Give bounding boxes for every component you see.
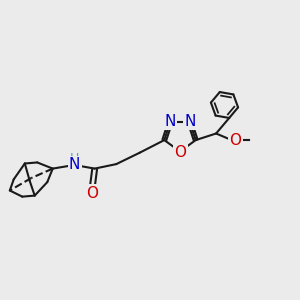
Text: N: N <box>164 114 176 129</box>
Text: O: O <box>229 133 241 148</box>
Text: O: O <box>86 186 98 201</box>
Text: N: N <box>69 158 80 172</box>
Text: N: N <box>184 114 196 129</box>
Text: O: O <box>175 145 187 160</box>
Text: H: H <box>70 152 79 166</box>
